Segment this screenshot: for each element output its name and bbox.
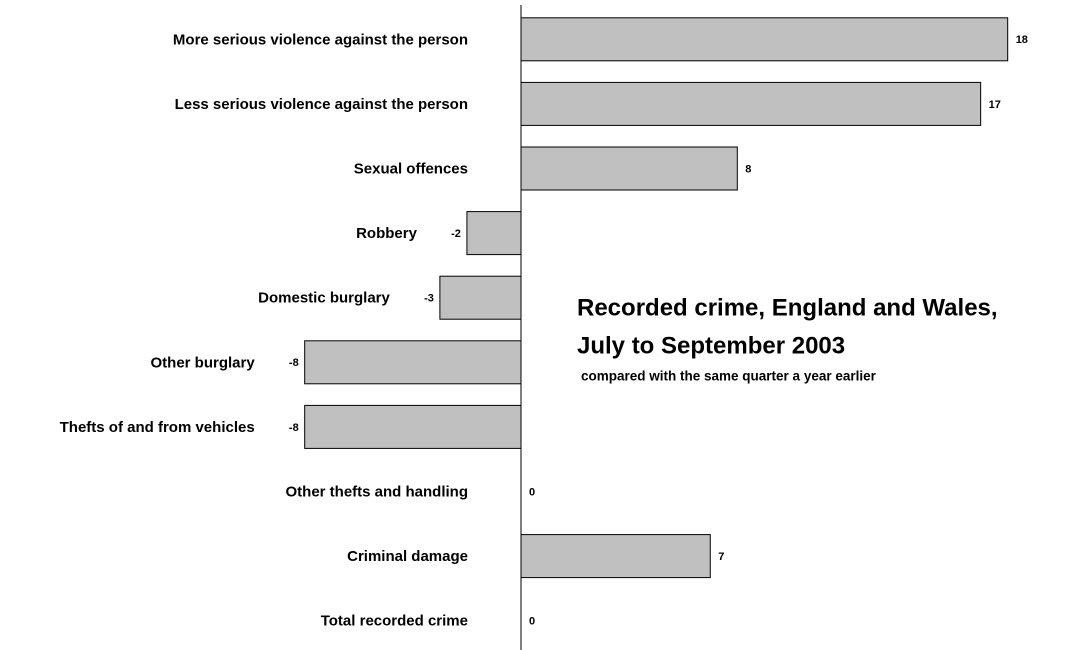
category-label: Domestic burglary: [258, 290, 390, 307]
value-label: 0: [529, 486, 535, 498]
bar: [520, 17, 1009, 62]
value-label: -8: [289, 357, 299, 369]
category-label: Thefts of and from vehicles: [60, 419, 255, 436]
value-label: 8: [745, 163, 751, 175]
value-label: -8: [289, 422, 299, 434]
category-label: Total recorded crime: [321, 613, 468, 630]
value-label: 18: [1016, 34, 1028, 46]
category-label: Other thefts and handling: [286, 483, 469, 500]
category-label: Criminal damage: [347, 548, 468, 565]
value-label: -2: [451, 228, 461, 240]
value-label: 0: [529, 616, 535, 628]
bar: [520, 146, 738, 191]
category-label: Less serious violence against the person: [175, 96, 468, 113]
chart-title: Recorded crime, England and Wales,: [577, 294, 998, 321]
category-label: Robbery: [356, 225, 418, 242]
category-label: More serious violence against the person: [173, 31, 468, 48]
bar: [520, 534, 711, 579]
bar: [466, 211, 522, 256]
category-label: Other burglary: [151, 354, 256, 371]
value-label: 17: [989, 99, 1001, 111]
value-label: 7: [718, 551, 724, 563]
chart-title: July to September 2003: [577, 332, 845, 359]
bar: [520, 81, 982, 126]
value-label: -3: [424, 293, 434, 305]
chart-subtitle: compared with the same quarter a year ea…: [581, 369, 877, 384]
bar: [439, 275, 522, 320]
category-label: Sexual offences: [354, 160, 468, 177]
bar: [304, 404, 522, 449]
bar: [304, 340, 522, 385]
